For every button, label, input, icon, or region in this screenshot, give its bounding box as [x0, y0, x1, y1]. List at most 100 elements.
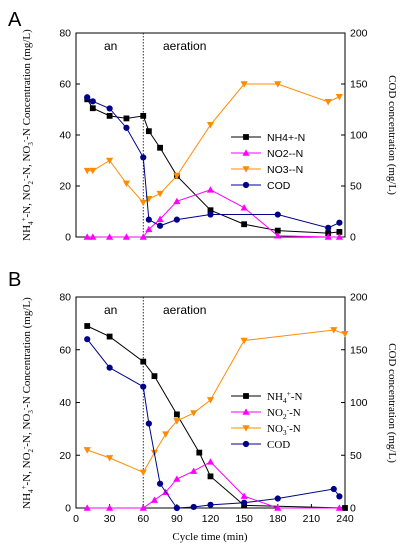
panel-a-series-no3-n-point [206, 122, 215, 129]
panel-a-y2-tick-label: 100 [350, 130, 368, 142]
panel-b-series-cod-point [84, 336, 91, 343]
panel-b-series-no2-n-line [87, 461, 340, 509]
panel-a-series-no3-n-point [122, 180, 131, 188]
panel-a-series-no3-n-point [324, 99, 332, 106]
panel-a-series-no3-n-point [173, 173, 181, 180]
panel-a-series-no2-n-point [324, 233, 332, 240]
panel-a-series-cod-point [325, 224, 332, 231]
panel-a-y2-tick-label: 200 [350, 28, 368, 40]
panel-b-phase-an-label: an [104, 303, 117, 317]
panel-a-series-cod-point [145, 216, 152, 223]
panel-a-series-nh4-n-point [207, 207, 214, 214]
panel-a-y-tick-label: 0 [65, 232, 71, 244]
panel-b-label: B [8, 269, 21, 291]
panel-b-series-no2-n-point [139, 504, 147, 511]
panel-b-y-tick-label: 60 [59, 344, 71, 356]
panel-a-y-axis-label: NH4+-N, NO2--N, NO3--N Concentration (mg… [20, 29, 35, 241]
panel-b-series-no2-n-point [335, 504, 343, 511]
panel-a-legend-no2-n-swatch-marker [242, 149, 250, 156]
panel-b-series-cod-point [156, 480, 164, 487]
panel-b-series-cod-point [241, 499, 248, 506]
panel-b-x-tick-label: 30 [104, 513, 116, 525]
panel-a-series-no2-n-point [122, 233, 131, 240]
panel-a-y-tick-label: 80 [59, 28, 71, 40]
panel-b-y2-tick-label: 50 [350, 450, 362, 462]
panel-b-series-cod-point [145, 420, 152, 427]
panel-b-series-no2-n-point [190, 467, 198, 474]
panel-a-series-no3-n-point [83, 167, 91, 175]
panel-b-legend-nh4-n-label: NH4+-N [267, 389, 303, 405]
panel-b-series-no2-n-point [206, 458, 215, 465]
panel-b-series-cod-point [336, 493, 343, 500]
panel-a-series-no2-n-point [145, 225, 153, 233]
panel-a-y2-tick-label: 150 [350, 79, 368, 91]
panel-a-series-no3-n-point [139, 199, 147, 207]
panel-b-series-no3-n-point [341, 331, 349, 338]
panel-b-series-cod-point [274, 495, 281, 502]
panel-b-legend-nh4-n-swatch-marker [243, 393, 249, 399]
panel-b-x-tick-label: 90 [171, 513, 183, 525]
panel-b-y2-tick-label: 100 [350, 397, 368, 409]
panel-b-x-tick-label: 210 [303, 513, 321, 525]
panel-b-series-nh4-n-point [106, 333, 113, 340]
panel-b-series-no3-n-point [106, 455, 114, 462]
panel-b-series-no2-n-point [240, 492, 248, 499]
panel-a-series-no2-n-point [274, 232, 282, 239]
panel-b-series-nh4-n-point [207, 473, 214, 480]
panel-a-series-no3-n-point [89, 167, 97, 175]
panel-b-y-axis-label: NH4+-N, NO2--N, NO3--N Concentration (mg… [20, 297, 35, 509]
panel-a-series-nh4-n-point [123, 115, 130, 122]
panel-b-series-nh4-n-point [196, 449, 203, 456]
panel-b-legend-no2-n-swatch-marker [242, 408, 250, 415]
panel-b-series-no3-n-point [240, 337, 248, 345]
panel-b-y2-tick-label: 150 [350, 344, 368, 356]
panel-a-legend-cod-label: COD [267, 180, 291, 192]
panel-a-series-no3-n-point [274, 81, 282, 88]
panel-b-series-nh4-n-line [86, 325, 346, 509]
panel-b-series-no3-n-line [87, 329, 346, 474]
panel-b-series-nh4-n-point [151, 373, 158, 380]
panel-b-x-axis-label: Cycle time (min) [172, 531, 247, 543]
panel-b-legend-no3-n-label: NO3--N [267, 421, 301, 437]
panel-a-series-no3-n-point [240, 81, 248, 88]
panel-a-legend: NH4+-N NO2--N NO3--N COD [231, 132, 305, 192]
panel-a-phase-aeration-label: aeration [163, 39, 206, 53]
panel-b-series-cod-point [330, 485, 337, 493]
panel-b-series-no2-n-point [173, 475, 181, 482]
panel-b-x-tick-label: 180 [269, 513, 287, 525]
panel-a-series-cod-point [274, 211, 281, 218]
panel-a-y-tick-label: 20 [59, 181, 71, 193]
panel-a-phase-an-label: an [104, 39, 117, 53]
panel-a-series-no2-n-point [156, 215, 164, 222]
panel-a-y2-axis-label: COD concentration (mg/L) [386, 75, 398, 195]
panel-a-legend-no3-n-swatch-marker [242, 166, 250, 173]
panel-b-series-no3-n-point [139, 469, 147, 476]
panel-b-y2-tick-label: 200 [350, 292, 368, 304]
panel-b-series-cod-point [140, 383, 147, 390]
panel-b-series-no2-n-point [83, 504, 91, 511]
panel-b-y-tick-label: 0 [65, 503, 71, 515]
panel-b-phase-aeration-label: aeration [163, 303, 206, 317]
panel-b-legend-no3-n-swatch-marker [242, 425, 250, 432]
panel-a-series-nh4-n-point [325, 230, 332, 237]
panel-a-series-nh4-n-point [274, 227, 281, 234]
panel-a-y-tick-label: 60 [59, 79, 71, 91]
panel-a-series-nh4-n-point [89, 105, 96, 112]
panel-b-y2-axis-label: COD concentration (mg/L) [386, 343, 398, 463]
panel-a-series-nh4-n-point [140, 112, 147, 119]
panel-b-y-tick-label: 40 [59, 397, 71, 409]
panel-a-series-cod-point [336, 219, 343, 226]
panel-b-series-nh4-n-point [84, 323, 91, 329]
panel-a-series-no2-n-point [335, 233, 343, 240]
panel-b-series-no2-n-point [106, 504, 114, 511]
panel-b-legend-cod-label: COD [267, 439, 290, 451]
panel-a-series-cod-point [84, 94, 91, 101]
panel-b-legend-cod-swatch-marker [242, 440, 250, 448]
panel-b-series-no3-n-point [173, 418, 181, 425]
panel-b-series-nh4-n-point [342, 505, 348, 511]
panel-b-series-cod-point [207, 501, 214, 508]
panel-b-legend-no2-n-label: NO2--N [267, 405, 301, 421]
panel-a-legend-cod-swatch-marker [242, 181, 250, 189]
